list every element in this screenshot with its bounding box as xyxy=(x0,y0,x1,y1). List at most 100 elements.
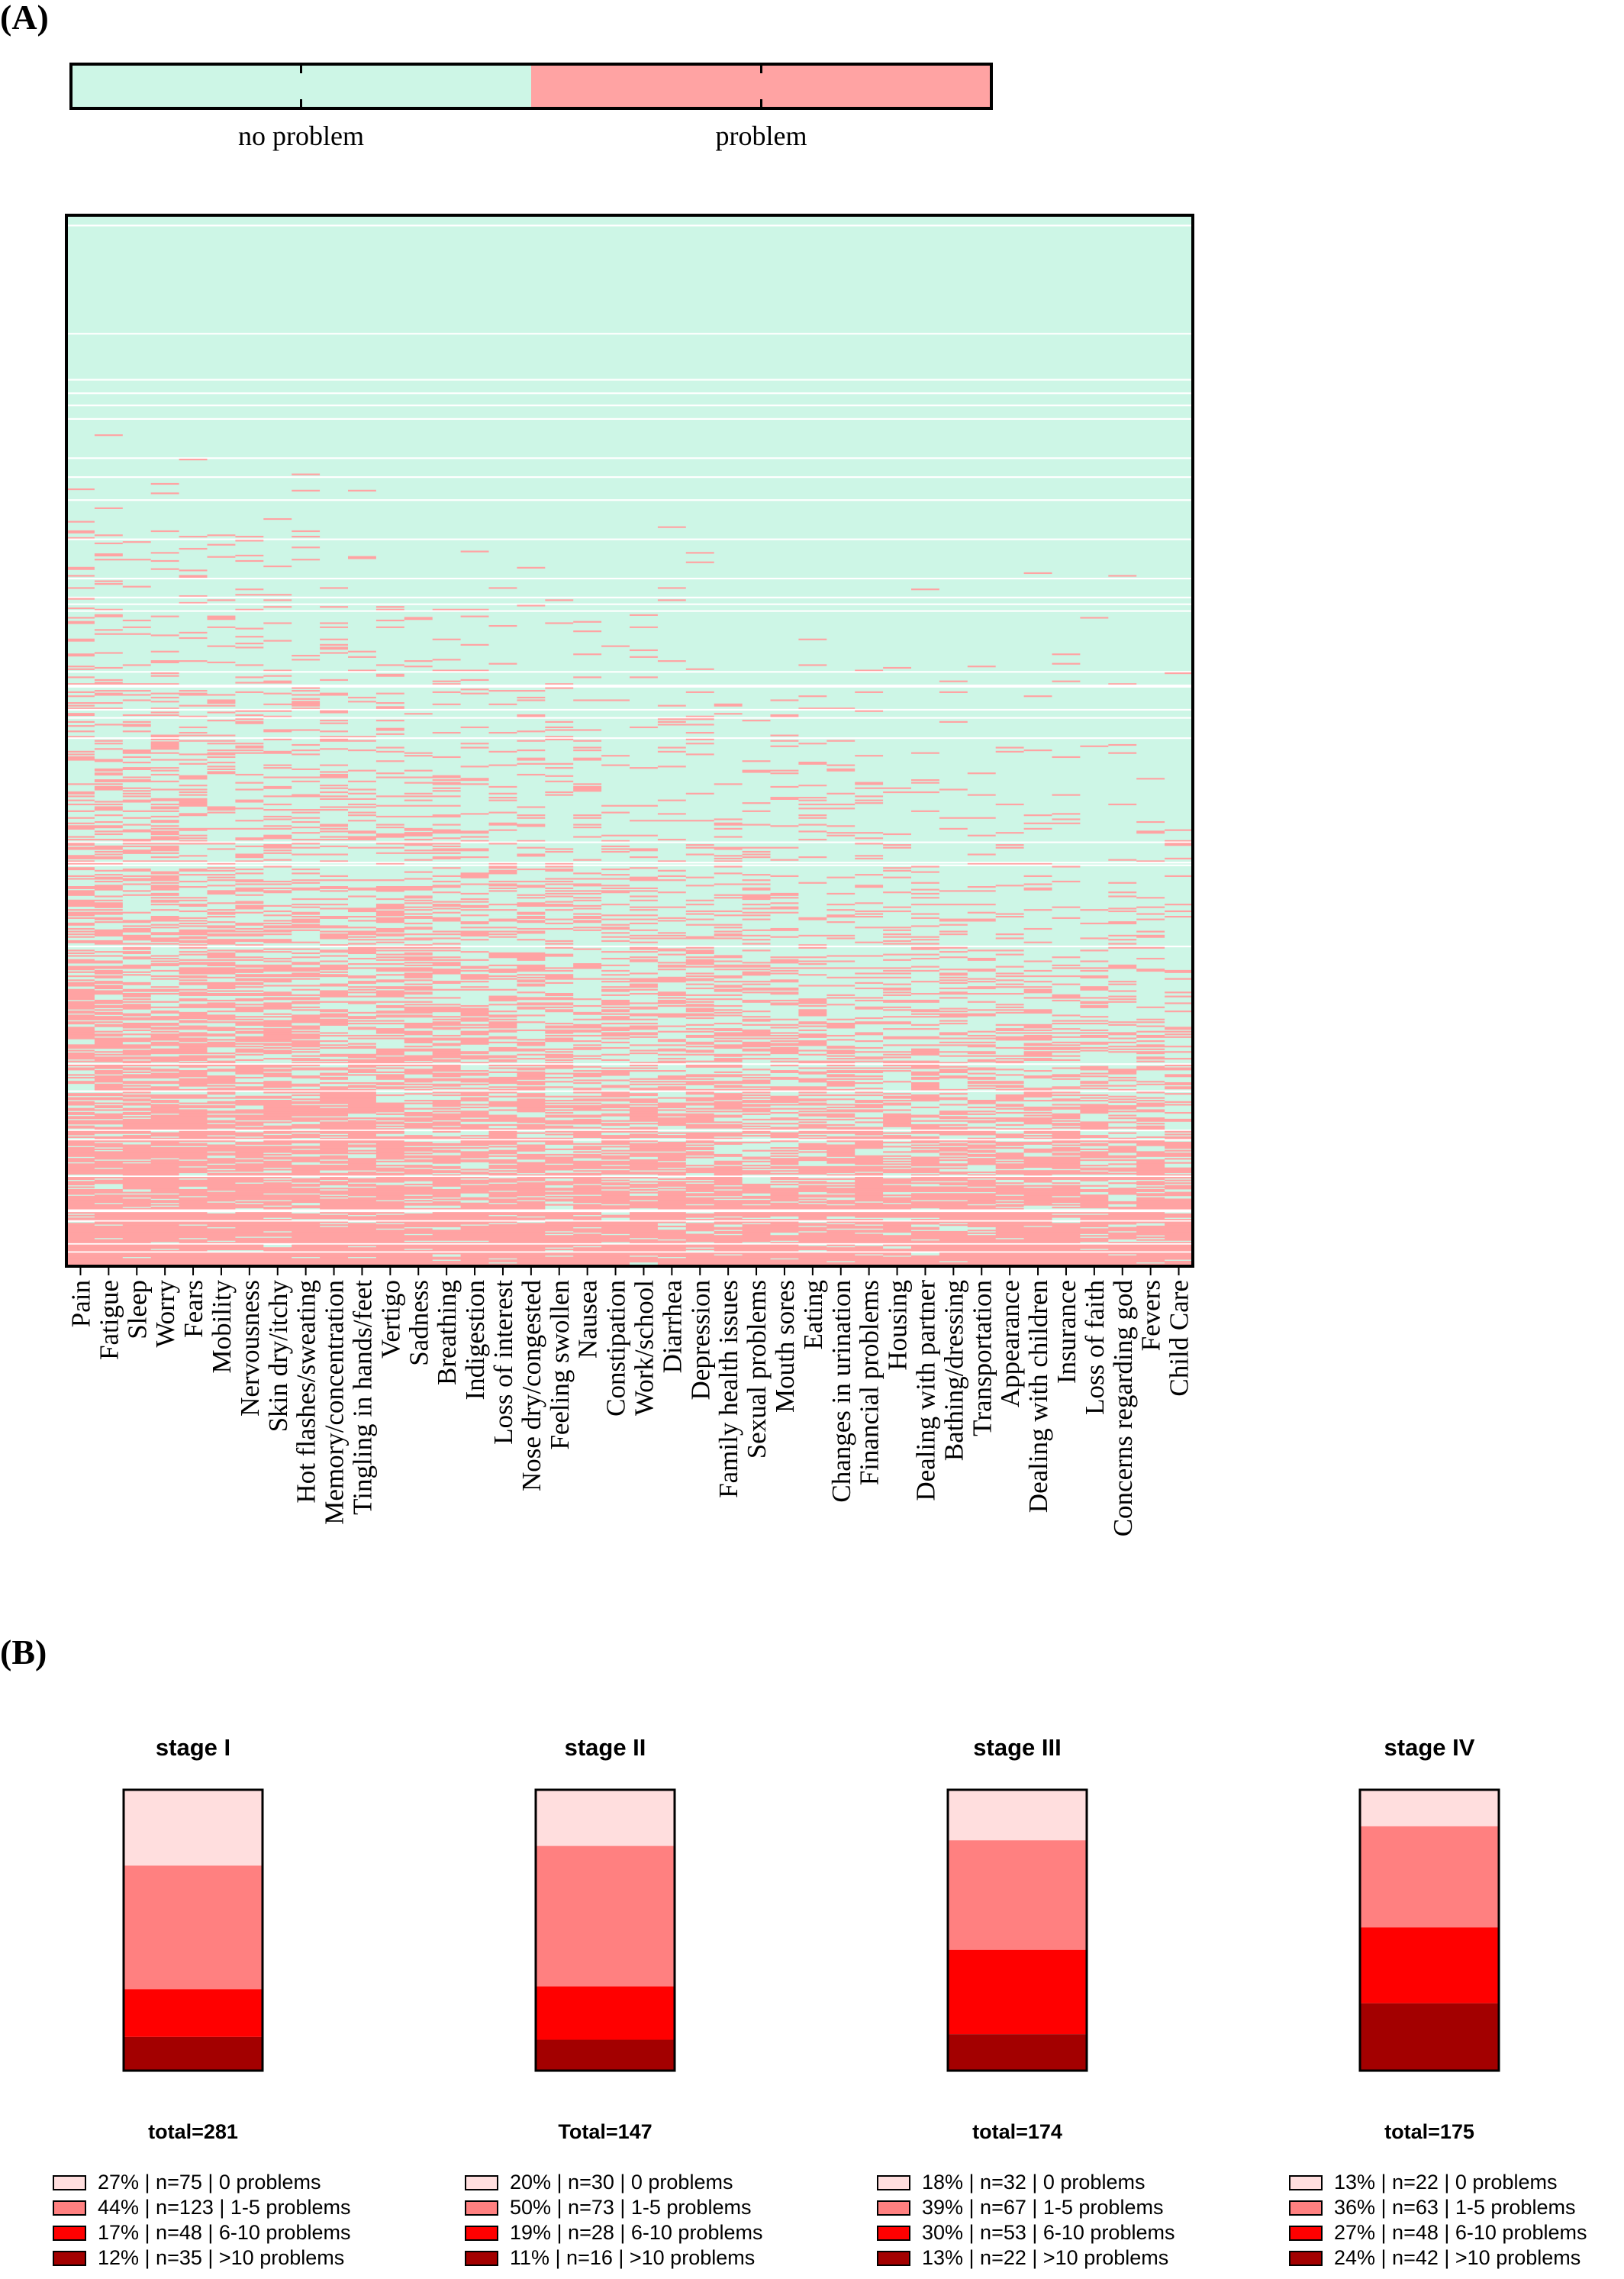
heatmap-cell-problem xyxy=(1052,1133,1081,1136)
heatmap-cell-problem xyxy=(573,1088,602,1090)
heatmap-cell-problem xyxy=(460,1033,489,1036)
heatmap-cell-problem xyxy=(1136,1081,1165,1083)
column-label: Fatigue xyxy=(94,1280,124,1360)
heatmap-cell-problem xyxy=(66,914,95,917)
heatmap-cell-problem xyxy=(517,1202,546,1204)
heatmap-cell-problem xyxy=(488,1036,517,1038)
heatmap-cell-problem xyxy=(179,1055,236,1057)
heatmap-cell-problem xyxy=(742,1113,771,1115)
heatmap-cell-problem xyxy=(207,1195,348,1198)
heatmap-cell-problem xyxy=(375,1083,489,1085)
heatmap-cell-problem xyxy=(714,1191,799,1194)
heatmap-cell-problem xyxy=(460,1228,658,1230)
heatmap-cell-problem xyxy=(826,1153,856,1156)
heatmap-cell-problem xyxy=(375,953,433,956)
heatmap-cell-problem xyxy=(432,1121,461,1123)
heatmap-cell-problem xyxy=(826,768,856,771)
heatmap-cell-problem xyxy=(545,1062,574,1064)
heatmap-cell-problem xyxy=(630,1107,658,1110)
heatmap-cell-problem xyxy=(1136,1056,1165,1059)
heatmap-cell-problem xyxy=(320,965,348,968)
heatmap-cell-problem xyxy=(94,1086,123,1088)
heatmap-cell-problem xyxy=(263,1113,348,1115)
heatmap-cell-problem xyxy=(320,720,348,722)
heatmap-cell-problem xyxy=(179,1193,264,1195)
heatmap-cell-problem xyxy=(657,1039,686,1041)
heatmap-cell-problem xyxy=(1136,1165,1165,1169)
heatmap-cell-problem xyxy=(179,1046,208,1049)
stack-segment xyxy=(1360,2003,1499,2071)
heatmap-cell-problem xyxy=(601,1085,630,1087)
heatmap-cell-problem xyxy=(1108,1213,1193,1216)
heatmap-cell-problem xyxy=(320,955,348,957)
heatmap-cell-problem xyxy=(770,892,799,895)
heatmap-cell-problem xyxy=(460,840,489,842)
heatmap-cell-problem xyxy=(66,1101,95,1103)
heatmap-cell-problem xyxy=(320,944,348,946)
heatmap-cell-problem xyxy=(517,976,574,978)
heatmap-cell-problem xyxy=(460,1097,489,1099)
heatmap-cell-problem xyxy=(1108,921,1137,924)
heatmap-cell-problem xyxy=(488,1081,546,1085)
heatmap-cell-problem xyxy=(573,699,630,701)
heatmap-cell-problem xyxy=(320,764,348,766)
heatmap-cell-problem xyxy=(207,806,236,808)
heatmap-cell-problem xyxy=(742,943,771,945)
heatmap-cell-problem xyxy=(94,608,123,611)
heatmap-cell-problem xyxy=(66,1151,208,1153)
heatmap-cell-problem xyxy=(742,1149,799,1152)
heatmap-cell-problem xyxy=(94,507,123,509)
heatmap-cell-problem xyxy=(320,606,348,608)
heatmap-cell-problem xyxy=(94,1079,123,1081)
heatmap-cell-problem xyxy=(179,1130,236,1133)
heatmap-cell-problem xyxy=(1023,1202,1052,1204)
heatmap-cell-problem xyxy=(488,1067,574,1069)
heatmap-cell-problem xyxy=(292,904,348,906)
heatmap-cell-problem xyxy=(742,1079,771,1081)
heatmap-cell-problem xyxy=(742,1156,771,1159)
heatmap-cell-problem xyxy=(66,1178,95,1180)
heatmap-cell-problem xyxy=(375,729,404,731)
heatmap-cell-problem xyxy=(545,887,574,889)
heatmap-cell-problem xyxy=(855,1091,884,1094)
heatmap-cell-problem xyxy=(1080,1097,1109,1099)
heatmap-cell-problem xyxy=(911,1232,1193,1234)
heatmap-cell-problem xyxy=(742,1041,771,1043)
heatmap-cell-problem xyxy=(685,987,714,990)
column-label: Eating xyxy=(798,1280,828,1349)
heatmap-cell-problem xyxy=(348,986,433,988)
heatmap-cell-problem xyxy=(432,1130,461,1133)
heatmap-cell-problem xyxy=(939,817,996,819)
column-label: Sleep xyxy=(122,1280,152,1339)
heatmap-cell-problem xyxy=(573,964,630,966)
heatmap-cell-problem xyxy=(630,1159,686,1162)
heatmap-cell-problem xyxy=(630,849,658,852)
heatmap-cell-problem xyxy=(292,1048,321,1050)
heatmap-cell-problem xyxy=(995,1011,1052,1014)
heatmap-cell-problem xyxy=(66,1214,348,1217)
heatmap-cell-problem xyxy=(207,768,236,771)
heatmap-cell-problem xyxy=(770,1117,799,1120)
heatmap-cell-problem xyxy=(292,963,321,965)
heatmap-cell-problem xyxy=(1080,1065,1109,1068)
heatmap-cell-problem xyxy=(630,867,658,869)
heatmap-cell-problem xyxy=(573,1135,827,1137)
heatmap-cell-problem xyxy=(685,1186,771,1188)
heatmap-cell-problem xyxy=(320,1081,404,1085)
heatmap-cell-problem xyxy=(207,985,236,987)
heatmap-cell-problem xyxy=(348,963,404,965)
heatmap-cell-problem xyxy=(235,1156,348,1159)
heatmap-cell-problem xyxy=(685,668,714,670)
heatmap-cell-problem xyxy=(1023,887,1052,889)
heatmap-cell-problem xyxy=(995,1097,1024,1099)
heatmap-gap-row xyxy=(66,392,1193,395)
heatmap-cell-problem xyxy=(517,904,602,907)
heatmap-cell-problem xyxy=(150,745,179,747)
heatmap-cell-problem xyxy=(1023,1109,1052,1111)
heatmap-cell-problem xyxy=(826,1070,911,1072)
heatmap-cell-problem xyxy=(601,850,630,853)
heatmap-cell-problem xyxy=(685,1046,771,1048)
heatmap-cell-problem xyxy=(826,1162,884,1164)
heatmap-cell-problem xyxy=(207,743,264,745)
legend-swatch xyxy=(1289,2226,1323,2241)
